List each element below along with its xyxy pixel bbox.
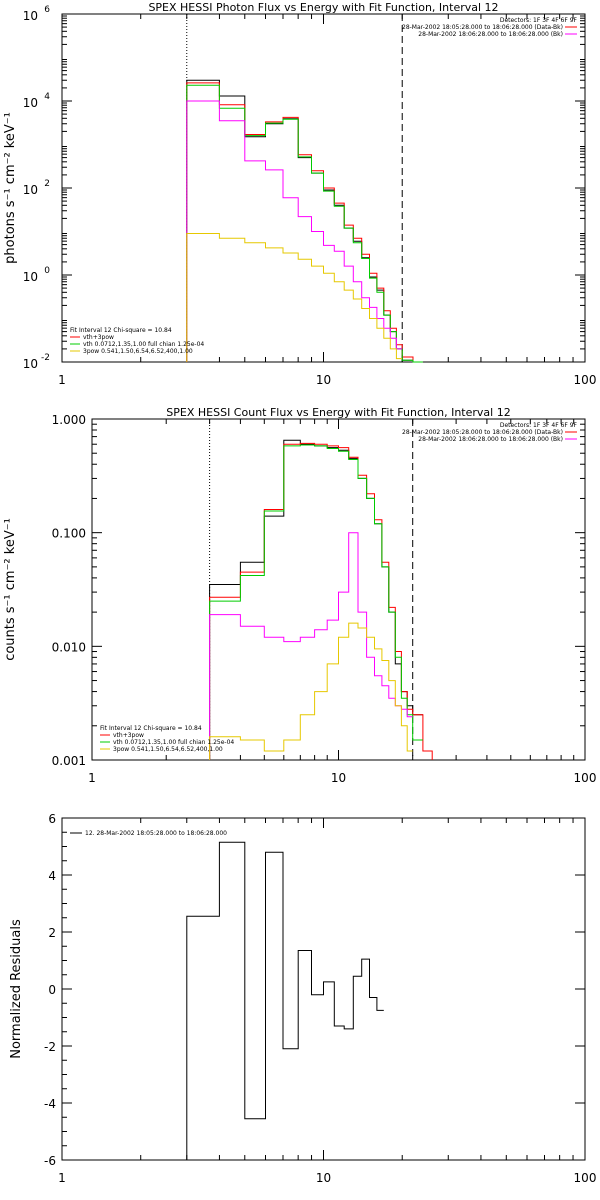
detectors-text: Detectors: 1F 3F 4F 6F 9F [500, 422, 578, 429]
chart-panel-2: SPEX HESSI Count Flux vs Energy with Fit… [3, 406, 596, 785]
y-tick-label: 0.010 [52, 640, 86, 654]
plot-frame [91, 418, 586, 761]
chart-title: SPEX HESSI Photon Flux vs Energy with Fi… [148, 1, 498, 14]
x-tick-label: 100 [574, 771, 597, 785]
x-tick-label: 1 [58, 373, 66, 387]
legend-entry: vth 0.0712,1.35,1.00 full chian 1.25e-04 [83, 341, 204, 348]
x-tick-label: 10 [316, 1171, 331, 1185]
y-tick-label: 0.100 [52, 527, 86, 541]
y-tick-label: 10 2 [23, 179, 50, 197]
y-tick-base: 10 [23, 96, 38, 110]
y-tick-label: -4 [44, 1097, 56, 1111]
y-tick-label: 10 0 [23, 266, 51, 284]
legend-entry: vth+3pow [83, 334, 114, 341]
x-tick-label: 1 [88, 771, 96, 785]
y-axis-label: Normalized Residuals [9, 919, 24, 1059]
y-tick-exponent: 2 [44, 179, 50, 189]
y-tick-label: 4 [48, 869, 56, 883]
y-tick-exponent: -2 [41, 353, 50, 363]
y-tick-label: 10 -2 [23, 353, 50, 371]
x-tick-label: 1 [58, 1171, 66, 1185]
series-4-line [186, 100, 403, 362]
y-tick-label: -2 [44, 1040, 56, 1054]
y-tick-label: 6 [48, 812, 56, 826]
series-1-line [186, 841, 384, 1160]
y-tick-exponent: 6 [44, 5, 50, 15]
y-tick-label: 2 [48, 926, 56, 940]
y-tick-label: 10 4 [23, 92, 51, 110]
legend-header: Fit Interval 12 Chi-square = 10.84 [70, 327, 172, 334]
y-axis-label: counts s⁻¹ cm⁻² keV⁻¹ [3, 518, 18, 661]
y-tick-base: 10 [23, 357, 38, 371]
series-5-line [209, 622, 413, 760]
legend-entry: vth 0.0712,1.35,1.00 full chian 1.25e-04 [113, 739, 234, 746]
y-tick-label: 10 6 [23, 5, 51, 23]
y-tick-base: 10 [23, 183, 38, 197]
y-axis-label: photons s⁻¹ cm⁻² keV⁻¹ [3, 112, 18, 264]
legend-entry: 3pow 0.541,1.50,6.54,6.52,400,1.00 [113, 746, 223, 753]
legend-entry: vth+3pow [113, 732, 144, 739]
y-tick-label: -6 [44, 1154, 56, 1168]
chart-panel-3: 1 10 100 -6 -4 -2 0 2 4 6 Normalized Residuals 12. … [9, 812, 596, 1185]
series-2-line [186, 82, 423, 363]
series-3-line [209, 444, 423, 760]
time-range-text: 28-Mar-2002 18:05:28.000 to 18:06:28.000… [402, 429, 563, 436]
legend-entry: 12. 28-Mar-2002 18:05:28.000 to 18:06:28… [85, 830, 227, 837]
x-tick-label: 100 [574, 1171, 597, 1185]
series-1-line [209, 439, 423, 760]
y-tick-base: 10 [23, 9, 38, 23]
chart-panel-1: SPEX HESSI Photon Flux vs Energy with Fi… [3, 1, 596, 387]
time-range-text: 28-Mar-2002 18:06:28.000 to 18:06:28.000… [418, 31, 563, 38]
y-tick-label: 0.001 [52, 754, 86, 768]
legend-header: Fit Interval 12 Chi-square = 10.84 [100, 725, 202, 732]
time-range-text: 28-Mar-2002 18:05:28.000 to 18:06:28.000… [402, 24, 563, 31]
series-3-line [186, 84, 423, 363]
y-tick-exponent: 0 [44, 266, 50, 276]
series-2-line [209, 442, 433, 760]
series-5-line [186, 233, 403, 362]
x-tick-label: 10 [331, 771, 346, 785]
chart-title: SPEX HESSI Count Flux vs Energy with Fit… [166, 406, 510, 419]
x-tick-label: 10 [316, 373, 331, 387]
time-range-text: 28-Mar-2002 18:06:28.000 to 18:06:28.000… [418, 436, 563, 443]
legend-entry: 3pow 0.541,1.50,6.54,6.52,400,1.00 [83, 348, 193, 355]
detectors-text: Detectors: 1F 3F 4F 6F 9F [500, 17, 578, 24]
y-tick-label: 1.000 [52, 413, 86, 427]
y-tick-label: 0 [48, 983, 56, 997]
y-tick-base: 10 [23, 270, 38, 284]
x-tick-label: 100 [574, 373, 597, 387]
y-tick-exponent: 4 [44, 92, 50, 102]
series-1-line [186, 79, 413, 362]
